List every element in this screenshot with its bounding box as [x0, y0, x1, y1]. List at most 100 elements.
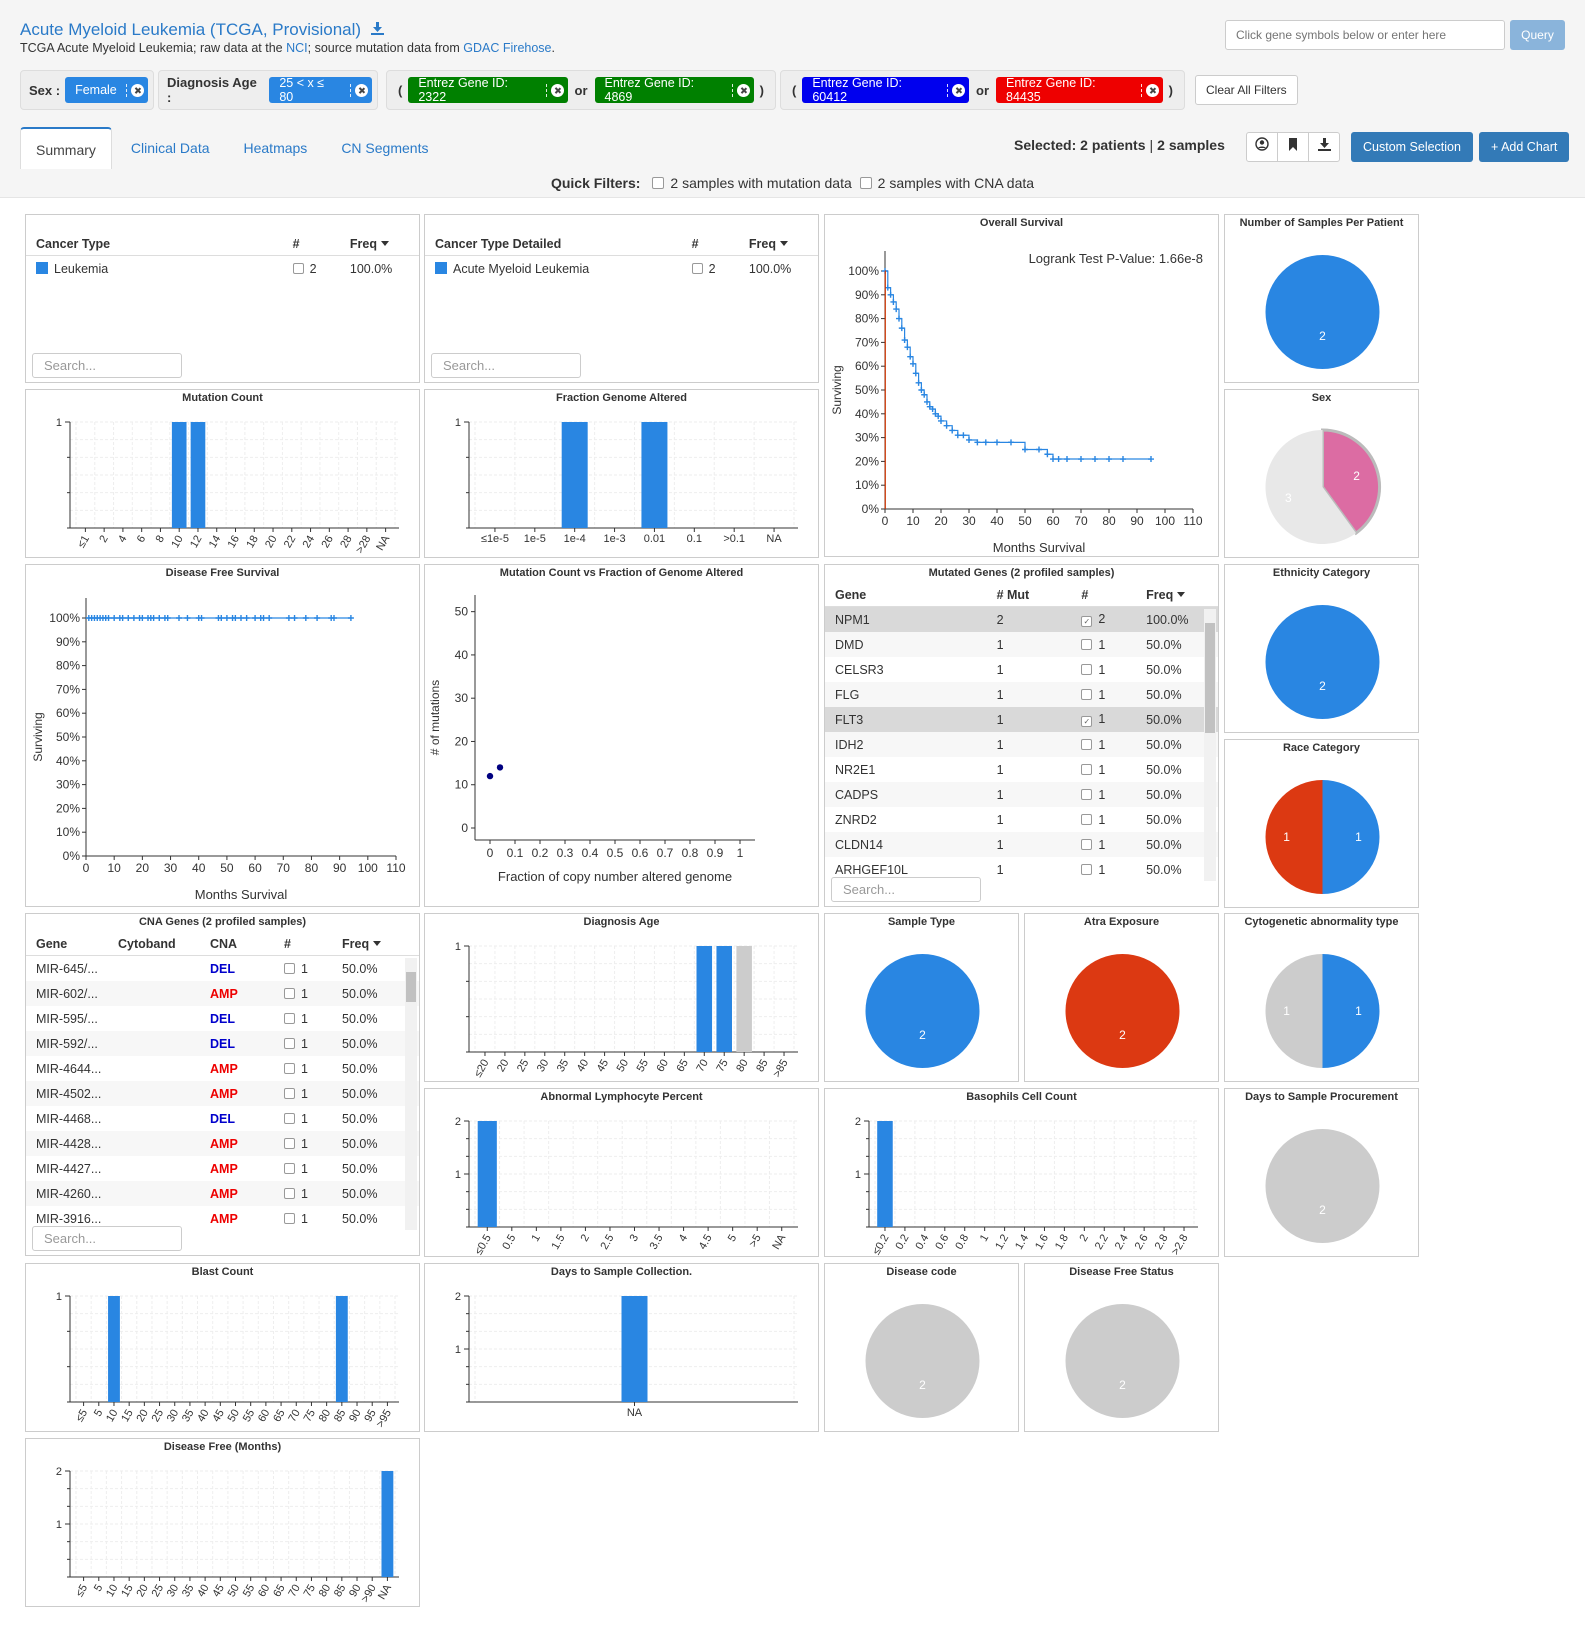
- table-row[interactable]: IDH2 1 1 50.0%: [825, 732, 1218, 757]
- age-filter-pill[interactable]: 25 < x ≤ 80: [269, 76, 372, 104]
- table-row[interactable]: FLT3 1 ✓ 1 50.0%: [825, 707, 1218, 732]
- table-row[interactable]: MIR-592/... DEL 1 50.0%: [26, 1031, 419, 1056]
- row-checkbox[interactable]: [284, 1212, 295, 1224]
- column-header[interactable]: #: [691, 236, 699, 251]
- table-row[interactable]: NR2E1 1 1 50.0%: [825, 757, 1218, 782]
- table-row[interactable]: NPM1 2 ✓ 2 100.0%: [825, 607, 1218, 632]
- user-icon[interactable]: [1246, 132, 1278, 162]
- gene-query-input[interactable]: [1225, 20, 1505, 50]
- table-row[interactable]: MIR-4468... DEL 1 50.0%: [26, 1106, 419, 1131]
- row-checkbox[interactable]: [691, 262, 703, 274]
- table-row[interactable]: CLDN14 1 1 50.0%: [825, 832, 1218, 857]
- column-header[interactable]: Cancer Type: [36, 236, 111, 251]
- table-row[interactable]: MIR-645/... DEL 1 50.0%: [26, 956, 419, 981]
- column-header[interactable]: Freq: [342, 937, 402, 951]
- nci-link[interactable]: NCI: [286, 41, 308, 55]
- column-header[interactable]: CNA: [210, 936, 238, 951]
- tab-heatmaps[interactable]: Heatmaps: [243, 140, 308, 156]
- gene-name[interactable]: FLT3: [835, 712, 864, 727]
- table-row[interactable]: MIR-4428... AMP 1 50.0%: [26, 1131, 419, 1156]
- row-checkbox[interactable]: ✓: [1081, 716, 1093, 727]
- row-checkbox[interactable]: [1081, 738, 1093, 750]
- column-header[interactable]: #: [1081, 587, 1089, 602]
- table-row[interactable]: FLG 1 1 50.0%: [825, 682, 1218, 707]
- table-row[interactable]: MIR-595/... DEL 1 50.0%: [26, 1006, 419, 1031]
- row-checkbox[interactable]: [1081, 638, 1093, 650]
- column-header[interactable]: # Mut: [996, 587, 1030, 602]
- cna-data-checkbox[interactable]: [859, 177, 872, 189]
- gene-filter-pill-4869[interactable]: Entrez Gene ID: 4869: [594, 76, 754, 104]
- row-checkbox[interactable]: [1081, 688, 1093, 700]
- table-row[interactable]: MIR-4260... AMP 1 50.0%: [26, 1181, 419, 1206]
- row-checkbox[interactable]: [284, 1162, 295, 1174]
- download-icon[interactable]: [1308, 132, 1340, 162]
- row-checkbox[interactable]: [284, 1062, 295, 1074]
- search-input[interactable]: Search...: [32, 353, 182, 378]
- download-icon[interactable]: [371, 22, 385, 38]
- row-checkbox[interactable]: [1081, 838, 1093, 850]
- gdac-firehose-link[interactable]: GDAC Firehose: [463, 41, 552, 55]
- gene-name[interactable]: MIR-595/...: [36, 1011, 98, 1026]
- column-header[interactable]: Freq: [749, 237, 818, 251]
- gene-name[interactable]: ARHGEF10L: [835, 862, 908, 877]
- gene-filter-pill-60412[interactable]: Entrez Gene ID: 60412: [802, 76, 969, 104]
- gene-name[interactable]: IDH2: [835, 737, 864, 752]
- study-title[interactable]: Acute Myeloid Leukemia (TCGA, Provisiona…: [20, 20, 385, 40]
- remove-filter-icon[interactable]: [1140, 83, 1159, 97]
- table-row[interactable]: Acute Myeloid Leukemia 2 100.0%: [425, 256, 818, 281]
- search-input[interactable]: Search...: [831, 877, 981, 902]
- remove-filter-icon[interactable]: [545, 83, 564, 97]
- add-chart-button[interactable]: + Add Chart: [1479, 132, 1570, 162]
- search-input[interactable]: Search...: [431, 353, 581, 378]
- table-row[interactable]: CELSR3 1 1 50.0%: [825, 657, 1218, 682]
- table-row[interactable]: MIR-4502... AMP 1 50.0%: [26, 1081, 419, 1106]
- gene-filter-pill-84435[interactable]: Entrez Gene ID: 84435: [996, 76, 1163, 104]
- column-header[interactable]: Gene: [835, 587, 867, 602]
- column-header[interactable]: #: [284, 936, 291, 951]
- table-row[interactable]: CADPS 1 1 50.0%: [825, 782, 1218, 807]
- custom-selection-button[interactable]: Custom Selection: [1351, 132, 1473, 162]
- remove-filter-icon[interactable]: [350, 83, 368, 97]
- row-checkbox[interactable]: [284, 1087, 295, 1099]
- gene-filter-pill-2322[interactable]: Entrez Gene ID: 2322: [408, 76, 568, 104]
- gene-name[interactable]: NPM1: [835, 612, 870, 627]
- row-checkbox[interactable]: [1081, 663, 1093, 675]
- bookmark-icon[interactable]: [1277, 132, 1309, 162]
- gene-name[interactable]: ZNRD2: [835, 812, 877, 827]
- row-checkbox[interactable]: [292, 262, 304, 274]
- row-checkbox[interactable]: [1081, 813, 1093, 825]
- tab-clinical-data[interactable]: Clinical Data: [130, 140, 210, 156]
- row-checkbox[interactable]: [1081, 763, 1093, 775]
- table-row[interactable]: Leukemia 2 100.0%: [26, 256, 419, 281]
- column-header[interactable]: Gene: [36, 936, 68, 951]
- row-checkbox[interactable]: ✓: [1081, 616, 1093, 627]
- gene-name[interactable]: NR2E1: [835, 762, 876, 777]
- column-header[interactable]: Freq: [1146, 588, 1206, 602]
- gene-name[interactable]: DMD: [835, 637, 864, 652]
- row-checkbox[interactable]: [1081, 863, 1093, 875]
- query-button[interactable]: Query: [1510, 20, 1565, 50]
- table-row[interactable]: MIR-4427... AMP 1 50.0%: [26, 1156, 419, 1181]
- remove-filter-icon[interactable]: [125, 83, 144, 97]
- gene-name[interactable]: FLG: [835, 687, 860, 702]
- gene-name[interactable]: MIR-4260...: [36, 1186, 102, 1201]
- clear-all-filters-button[interactable]: Clear All Filters: [1195, 75, 1298, 105]
- table-row[interactable]: ARHGEF10L 1 1 50.0%: [825, 857, 1218, 882]
- row-checkbox[interactable]: [284, 1137, 295, 1149]
- table-row[interactable]: MIR-3916... AMP 1 50.0%: [26, 1206, 419, 1231]
- gene-name[interactable]: MIR-4428...: [36, 1136, 102, 1151]
- row-checkbox[interactable]: [284, 987, 295, 999]
- search-input[interactable]: Search...: [32, 1226, 182, 1251]
- gene-name[interactable]: CADPS: [835, 787, 879, 802]
- gene-name[interactable]: MIR-4427...: [36, 1161, 102, 1176]
- gene-name[interactable]: CLDN14: [835, 837, 883, 852]
- row-checkbox[interactable]: [284, 1037, 295, 1049]
- row-checkbox[interactable]: [1081, 788, 1093, 800]
- mutation-data-checkbox[interactable]: [652, 177, 665, 189]
- column-header[interactable]: Cytoband: [118, 936, 176, 951]
- gene-name[interactable]: MIR-4468...: [36, 1111, 102, 1126]
- column-header[interactable]: Cancer Type Detailed: [435, 236, 562, 251]
- remove-filter-icon[interactable]: [947, 83, 965, 97]
- row-checkbox[interactable]: [284, 962, 295, 974]
- table-row[interactable]: ZNRD2 1 1 50.0%: [825, 807, 1218, 832]
